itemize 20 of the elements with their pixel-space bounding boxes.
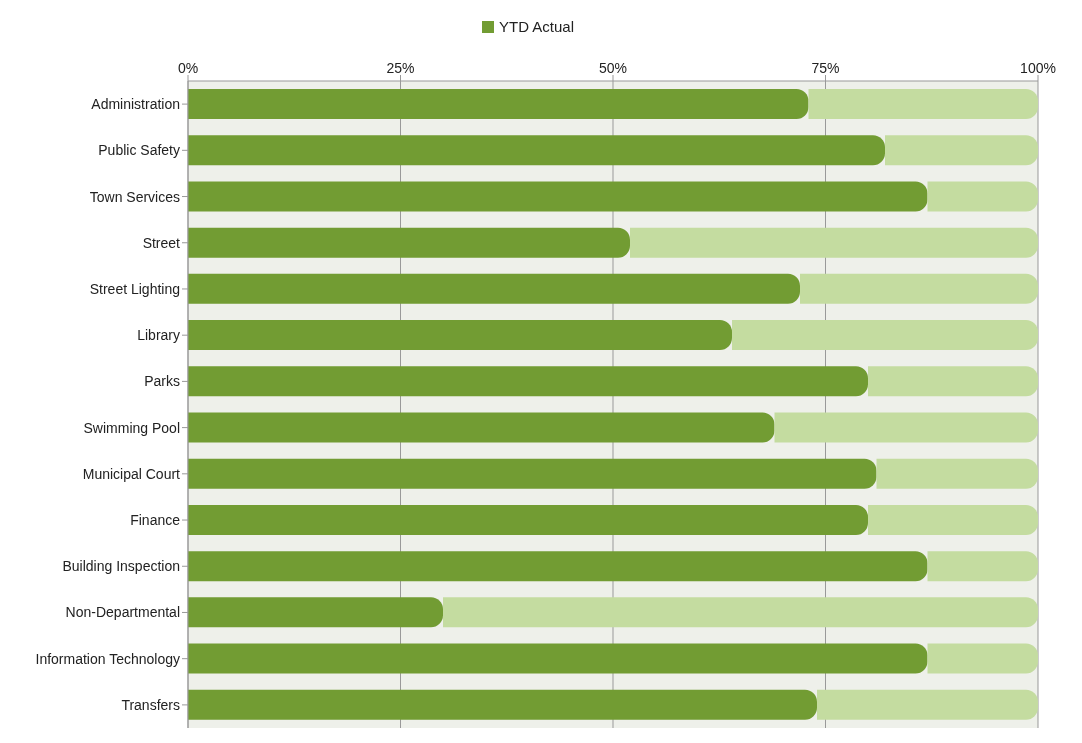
y-tick-label: Building Inspection	[62, 558, 180, 575]
y-tick-label: Street	[142, 234, 181, 251]
y-tick-label: Administration	[91, 96, 180, 113]
x-tick-label: 50%	[598, 60, 628, 76]
y-tick-label: Transfers	[121, 696, 180, 713]
y-tick-label: Information Technology	[35, 650, 180, 667]
y-tick-label: Public Safety	[98, 142, 180, 159]
y-tick-label: Street Lighting	[89, 280, 180, 297]
y-tick-label: Municipal Court	[82, 465, 181, 482]
y-tick-label: Library	[137, 327, 180, 344]
y-tick-label: Parks	[144, 373, 180, 390]
x-tick-label: 0%	[177, 60, 199, 76]
y-tick-label: Non-Departmental	[65, 604, 180, 621]
x-tick-label: 25%	[386, 60, 415, 76]
y-tick-label: Finance	[130, 512, 181, 529]
x-tick-label: 100%	[1020, 60, 1056, 76]
y-tick-label: Swimming Pool	[83, 419, 180, 436]
legend-label: YTD Actual	[498, 18, 575, 35]
x-tick-label: 75%	[811, 60, 840, 76]
y-tick-label: Town Services	[89, 188, 180, 205]
